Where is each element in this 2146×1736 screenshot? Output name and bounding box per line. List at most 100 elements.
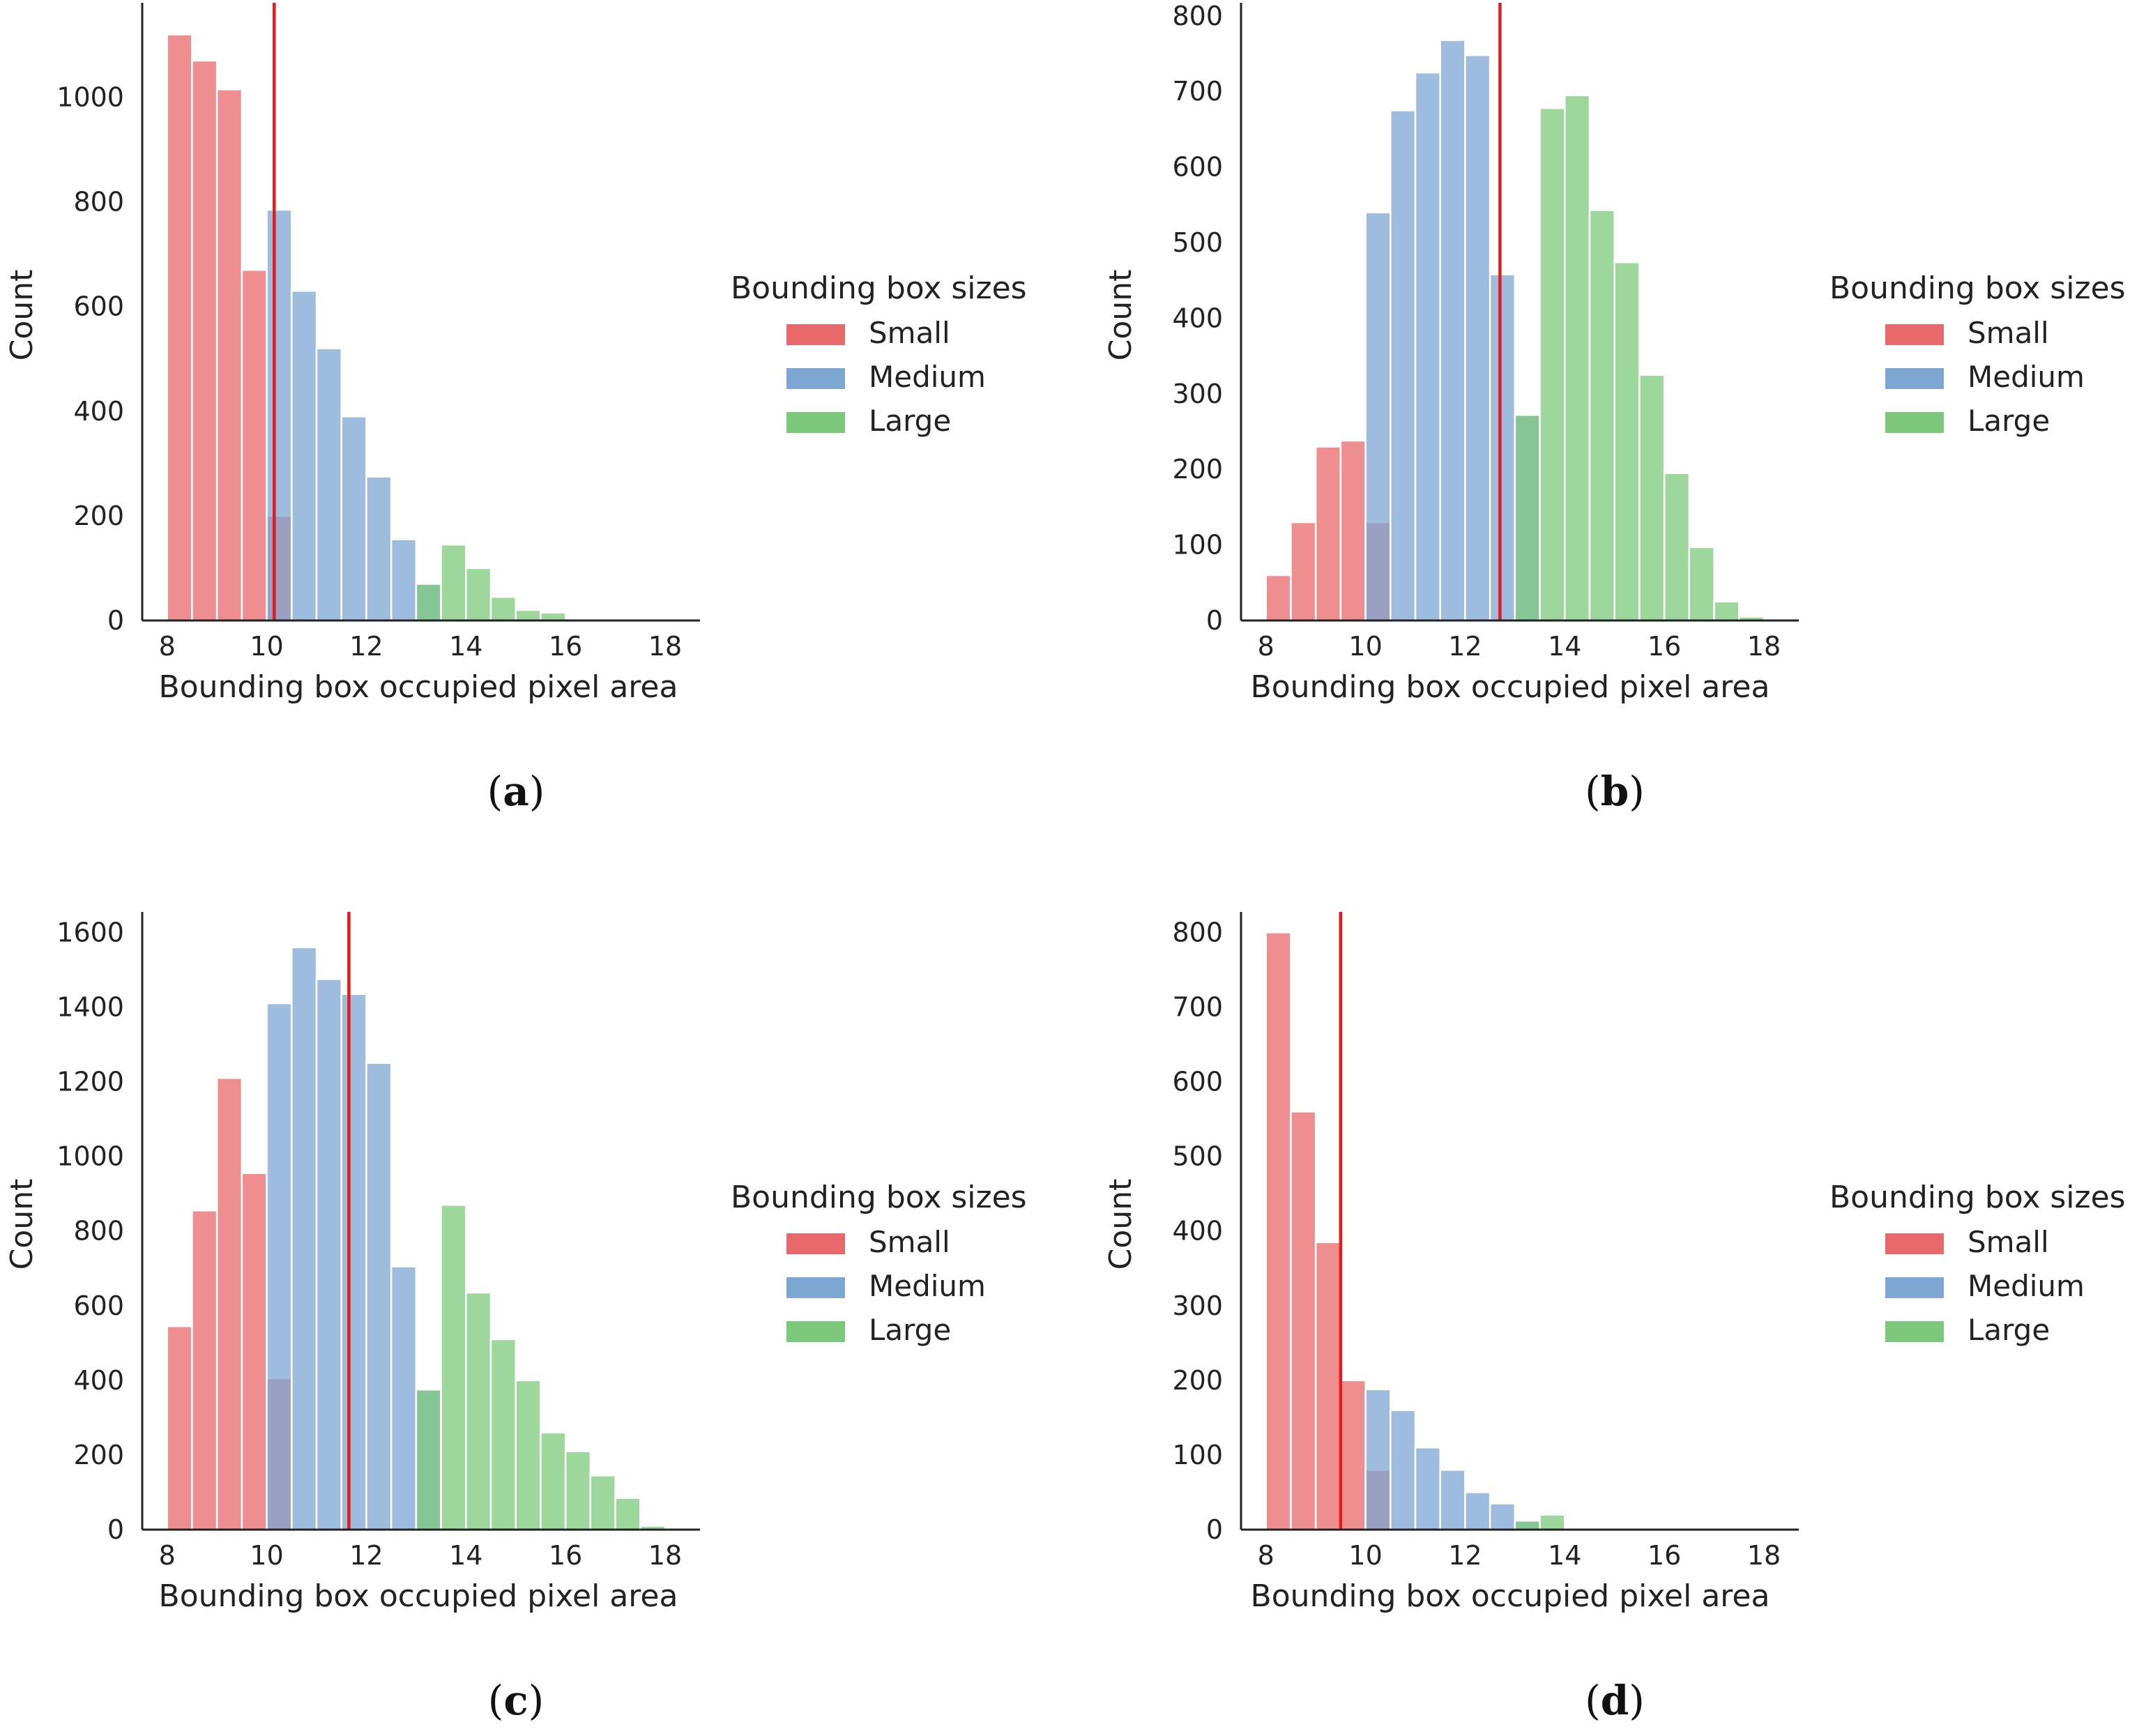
bar-large <box>515 609 542 622</box>
legend-swatch-small <box>786 1233 845 1254</box>
bar-large <box>1539 107 1566 622</box>
y-axis-label: Count <box>1103 270 1139 361</box>
panel-caption-c: (c) <box>488 1677 545 1724</box>
y-tick-label: 800 <box>1172 917 1223 947</box>
y-tick-label: 300 <box>1172 379 1223 409</box>
y-tick-label: 800 <box>73 1216 124 1247</box>
x-tick-label: 8 <box>1258 631 1274 662</box>
x-tick-label: 14 <box>449 1540 482 1571</box>
bar-medium <box>390 1265 418 1531</box>
bar-small <box>191 59 218 622</box>
y-tick-label: 0 <box>107 605 124 636</box>
bar-large <box>540 1431 567 1531</box>
x-tick-label: 18 <box>1747 1540 1781 1571</box>
x-tick-label: 8 <box>159 1540 176 1571</box>
legend-title: Bounding box sizes <box>731 1180 1027 1215</box>
axes-d: 8 10 12 14 16 18 0 100 200 300 400 500 600 700 800 <box>1172 912 1799 1571</box>
bar-small <box>1265 574 1292 622</box>
bar-large <box>589 1475 616 1531</box>
bar-medium <box>315 978 342 1531</box>
x-tick-label: 18 <box>1747 631 1781 662</box>
legend-label-medium: Medium <box>1968 360 2085 394</box>
bar-small <box>1339 1379 1367 1531</box>
x-tick-label: 12 <box>1448 631 1482 662</box>
legend-swatch-small <box>786 324 845 345</box>
y-tick-label: 600 <box>1172 152 1223 183</box>
bar-small <box>215 1076 243 1531</box>
legend-swatch-medium <box>1885 368 1944 389</box>
y-tick-label: 600 <box>73 291 124 322</box>
bar-small <box>1314 446 1342 622</box>
x-axis-label: Bounding box occupied pixel area <box>1251 1578 1770 1614</box>
bar-medium <box>266 208 293 622</box>
x-tick-label: 12 <box>349 1540 383 1571</box>
bar-medium <box>315 347 342 622</box>
svg-text:(d): (d) <box>1585 1677 1645 1724</box>
legend-label-small: Small <box>1968 1225 2049 1259</box>
bar-large <box>1514 1519 1541 1531</box>
legend-title: Bounding box sizes <box>1829 1180 2126 1215</box>
y-tick-label: 700 <box>1172 991 1223 1022</box>
bar-medium <box>1364 211 1392 622</box>
bar-large <box>515 1379 542 1531</box>
bar-large <box>1713 600 1740 622</box>
y-tick-label: 0 <box>107 1514 124 1545</box>
legend-swatch-large <box>786 1321 845 1342</box>
bar-large <box>614 1497 641 1531</box>
x-tick-label: 16 <box>549 631 582 662</box>
x-tick-label: 10 <box>1348 1540 1382 1571</box>
x-tick-label: 16 <box>1647 1540 1681 1571</box>
y-tick-label: 300 <box>1172 1290 1223 1321</box>
bar-large <box>1539 1514 1566 1531</box>
bar-large <box>489 595 517 622</box>
x-tick-label: 8 <box>159 631 176 662</box>
y-tick-label: 600 <box>1172 1067 1223 1097</box>
legend-swatch-medium <box>1885 1277 1944 1298</box>
y-axis-label: Count <box>1103 1179 1139 1270</box>
bar-medium <box>340 993 367 1531</box>
y-tick-label: 1400 <box>56 991 124 1022</box>
y-tick-label: 400 <box>73 396 124 427</box>
bar-medium <box>1390 109 1417 622</box>
legend-title: Bounding box sizes <box>1829 271 2126 306</box>
bar-medium <box>365 475 393 622</box>
y-tick-label: 100 <box>1172 1440 1223 1470</box>
caption-letter: d <box>1601 1677 1629 1724</box>
axes-a: 8 10 12 14 16 18 0 200 400 600 800 1000 <box>56 3 700 662</box>
x-tick-label: 18 <box>648 1540 682 1571</box>
legend-swatch-small <box>1885 1233 1944 1254</box>
bars-d <box>1265 931 1566 1531</box>
bar-large <box>1638 374 1666 622</box>
bar-medium <box>340 416 367 622</box>
bar-large <box>1613 261 1641 622</box>
x-tick-label: 10 <box>1348 631 1382 662</box>
legend-swatch-medium <box>786 1277 845 1298</box>
legend-title: Bounding box sizes <box>731 271 1027 306</box>
bar-medium <box>1439 39 1466 622</box>
bar-medium <box>1489 273 1516 622</box>
axes-b: 8 10 12 14 16 18 0 100 200 300 400 500 600 700 800 <box>1172 1 1799 662</box>
bar-small <box>166 33 193 622</box>
legend-label-small: Small <box>869 1225 950 1259</box>
x-tick-label: 8 <box>1258 1540 1274 1571</box>
bar-medium <box>1439 1469 1466 1531</box>
bar-large <box>564 1450 592 1531</box>
x-tick-label: 16 <box>1647 631 1681 662</box>
bar-small <box>1290 1111 1317 1531</box>
bar-medium <box>291 289 318 622</box>
legend-label-small: Small <box>869 316 950 350</box>
y-tick-label: 400 <box>1172 1216 1223 1247</box>
y-tick-label: 400 <box>1172 303 1223 333</box>
bar-medium <box>1489 1502 1516 1531</box>
y-tick-label: 200 <box>73 1440 124 1470</box>
legend-label-large: Large <box>1968 404 2050 438</box>
legend-swatch-large <box>786 412 845 433</box>
legend-label-medium: Medium <box>1968 1269 2085 1303</box>
axes-c: 8 10 12 14 16 18 0 200 400 600 800 1000 1200 1400 1600 <box>56 912 700 1571</box>
y-tick-label: 600 <box>73 1290 124 1321</box>
x-axis-label: Bounding box occupied pixel area <box>1251 669 1770 705</box>
legend-swatch-medium <box>786 368 845 389</box>
legend-swatch-small <box>1885 324 1944 345</box>
x-tick-label: 18 <box>648 631 682 662</box>
x-tick-label: 12 <box>1448 1540 1482 1571</box>
